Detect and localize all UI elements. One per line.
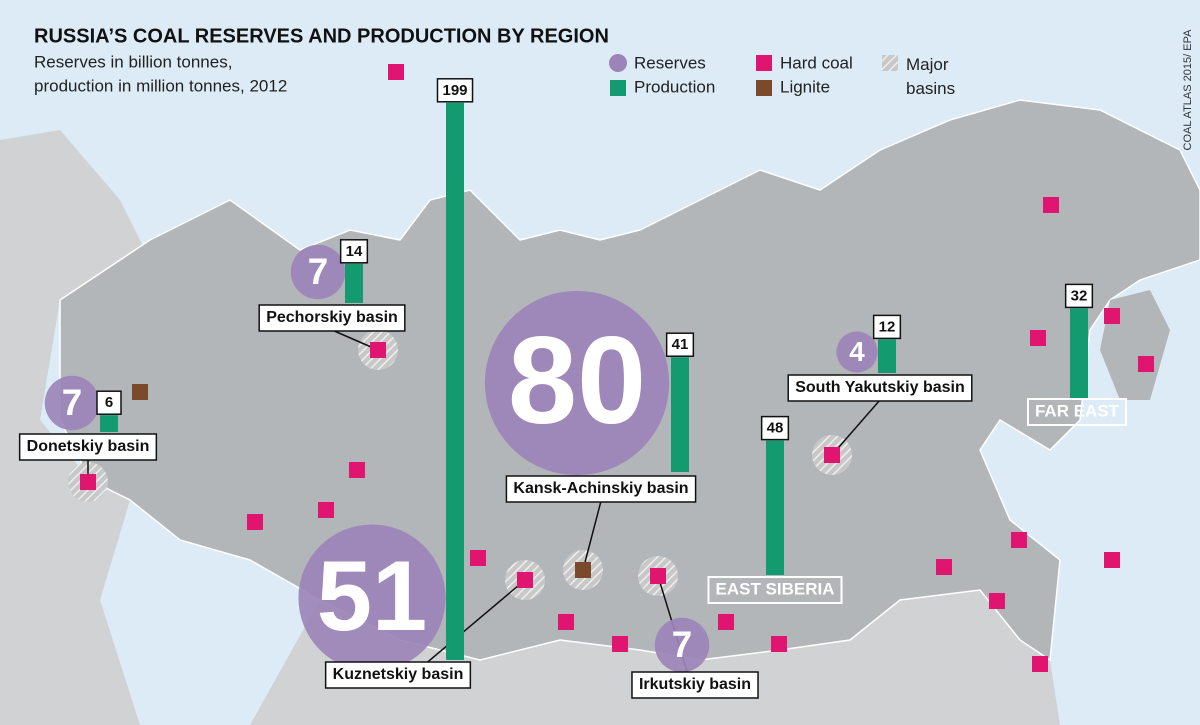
- reserves-circle: [654, 617, 710, 673]
- credit: COAL ATLAS 2015/ EPA: [1182, 29, 1194, 151]
- hard-coal-marker: [247, 514, 263, 530]
- basin-label: Kuznetskiy basin: [333, 666, 464, 683]
- reserves-value: 51: [317, 541, 427, 652]
- label-box: [505, 475, 697, 503]
- reserves-circle: [836, 331, 878, 373]
- basin-marker: [80, 474, 96, 490]
- value-box: [96, 390, 122, 415]
- legend-label: Hard coal: [780, 53, 853, 72]
- hard-coal-marker: [936, 559, 952, 575]
- legend-label: Major basins: [906, 55, 956, 98]
- legend-swatch: [610, 80, 626, 96]
- reserves-value: 7: [308, 251, 328, 292]
- basin-label: South Yakutskiy basin: [795, 379, 965, 396]
- value-box: [872, 314, 902, 340]
- title: RUSSIA’S COAL RESERVES AND PRODUCTION BY…: [34, 25, 609, 47]
- region-box: [1026, 398, 1128, 426]
- reserves-value: 7: [62, 382, 82, 423]
- europe: [0, 130, 150, 725]
- hard-coal-marker: [1138, 356, 1154, 372]
- region-label: FAR EAST: [1035, 401, 1120, 420]
- production-value: 199: [442, 82, 467, 99]
- hard-coal-marker: [1030, 330, 1046, 346]
- lignite-marker: [132, 384, 148, 400]
- hard-coal-marker: [470, 550, 486, 566]
- legend-swatch: [756, 80, 772, 96]
- legend-label: Lignite: [780, 77, 830, 96]
- production-value: 48: [767, 420, 784, 437]
- hard-coal-marker: [718, 614, 734, 630]
- region-box: [707, 576, 843, 604]
- production-value: 32: [1071, 287, 1088, 304]
- production-bar: [1070, 308, 1088, 398]
- hard-coal-marker: [349, 462, 365, 478]
- hard-coal-marker: [612, 636, 628, 652]
- basin-marker: [517, 572, 533, 588]
- value-box: [665, 332, 695, 357]
- hard-coal-marker: [1032, 656, 1048, 672]
- value-box: [339, 239, 369, 264]
- reserves-circle: [44, 375, 100, 431]
- basin-marker: [650, 568, 666, 584]
- hard-coal-marker: [558, 614, 574, 630]
- production-bar: [766, 440, 784, 575]
- value-box: [436, 78, 474, 103]
- production-value: 6: [105, 394, 113, 411]
- hard-coal-marker: [388, 64, 404, 80]
- subtitle: Reserves in billion tonnes,: [34, 52, 232, 71]
- reserves-value: 4: [849, 336, 865, 367]
- reserves-value: 7: [672, 624, 692, 665]
- reserves-circle: [290, 244, 346, 300]
- label-box: [258, 304, 406, 332]
- hard-coal-marker: [1011, 532, 1027, 548]
- legend-swatch: [882, 55, 898, 71]
- production-value: 41: [672, 336, 689, 353]
- legend-label: Reserves: [634, 53, 706, 72]
- hard-coal-marker: [318, 502, 334, 518]
- hard-coal-marker: [1043, 197, 1059, 213]
- basin-label: Donetskiy basin: [27, 438, 150, 455]
- value-box: [760, 415, 790, 441]
- reserves-value: 80: [508, 311, 646, 450]
- hard-coal-marker: [989, 593, 1005, 609]
- production-bar: [446, 102, 464, 661]
- label-box: [18, 433, 158, 461]
- leader-line: [582, 500, 602, 571]
- production-bar: [345, 263, 363, 303]
- basin-marker: [824, 447, 840, 463]
- basin-label: Kansk-Achinskiy basin: [513, 480, 688, 497]
- hard-coal-marker: [771, 636, 787, 652]
- production-value: 14: [346, 243, 363, 260]
- basin-marker: [575, 562, 591, 578]
- production-bar: [878, 339, 896, 373]
- basin-marker: [370, 342, 386, 358]
- label-box: [787, 374, 973, 402]
- value-box: [1064, 283, 1094, 309]
- asia-south: [250, 590, 1060, 725]
- hard-coal-marker: [1104, 552, 1120, 568]
- production-bar: [671, 357, 689, 472]
- hard-coal-marker: [1104, 308, 1120, 324]
- leader-line: [831, 399, 881, 456]
- label-box: [631, 671, 759, 699]
- production-bar: [100, 415, 118, 432]
- region-label: EAST SIBERIA: [715, 579, 834, 598]
- basin-label: Pechorskiy basin: [266, 309, 398, 326]
- legend-label: Production: [634, 77, 715, 96]
- production-value: 12: [879, 318, 896, 335]
- legend-swatch: [756, 55, 772, 71]
- legend-swatch: [609, 54, 627, 72]
- reserves-circle: [298, 524, 446, 672]
- basin-label: Irkutskiy basin: [639, 676, 751, 693]
- subtitle: production in million tonnes, 2012: [34, 76, 287, 95]
- label-box: [324, 661, 472, 689]
- reserves-circle: [484, 290, 670, 476]
